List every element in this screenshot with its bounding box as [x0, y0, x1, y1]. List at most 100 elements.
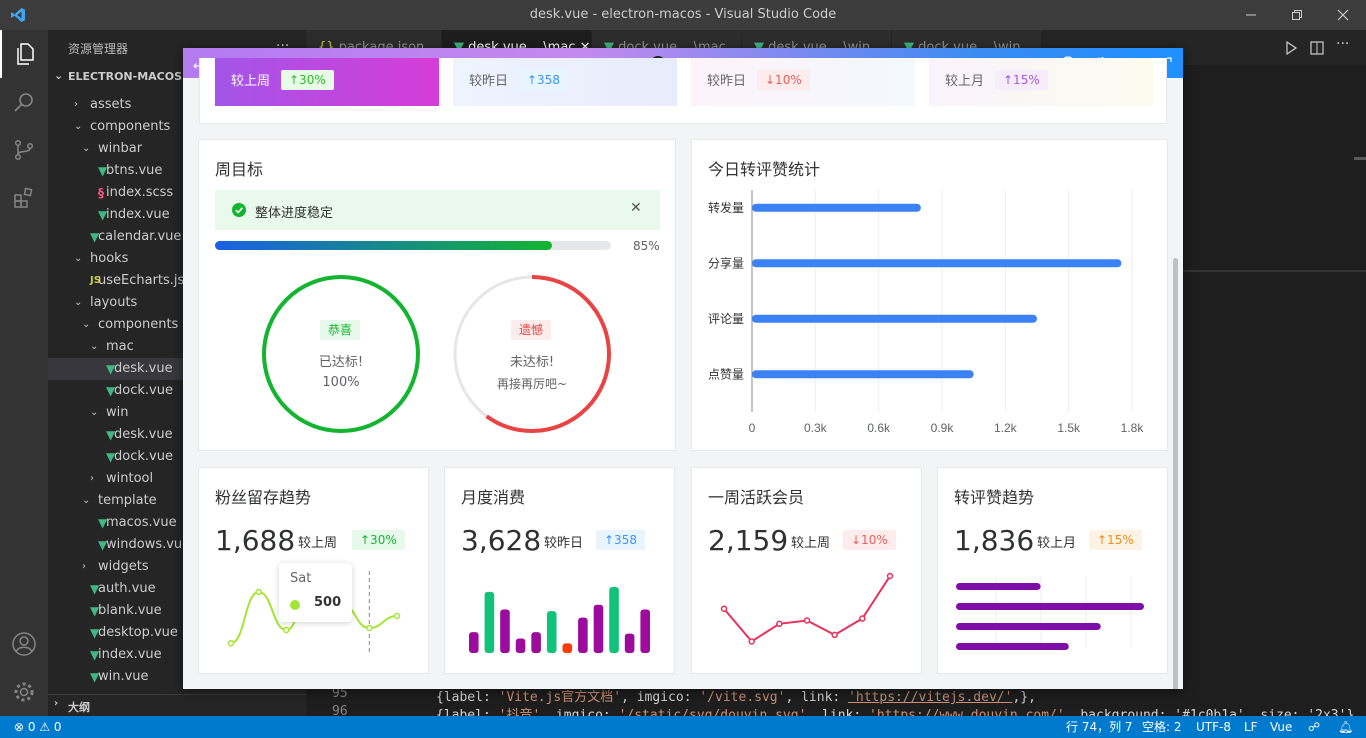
content-scrollbar[interactable] [1173, 258, 1178, 689]
chevron-right-icon: › [90, 473, 94, 484]
tree-file[interactable]: ▼ btns.vue [48, 160, 306, 182]
tree-file[interactable]: JS useEcharts.js [48, 270, 306, 292]
bar [531, 632, 541, 653]
fans-card: 粉丝留存趋势 1,688 较上周 ↑30% Sat 500 [198, 467, 429, 674]
bar [515, 638, 526, 653]
tree-folder[interactable]: ⌄ components [48, 314, 306, 336]
ring-subtext: 再接再厉吧~ [496, 377, 568, 391]
tree-file[interactable]: ▼ dock.vue [48, 446, 306, 468]
tree-folder[interactable]: › wintool [48, 468, 306, 490]
tree-label: auth.vue [98, 581, 156, 596]
tree-folder[interactable]: ⌄ components [48, 116, 306, 138]
data-point [803, 617, 811, 624]
tree-file[interactable]: ▼ index.vue [48, 644, 306, 666]
tree-file[interactable]: ▼ auth.vue [48, 578, 306, 600]
goal-ring-fail [453, 275, 611, 433]
data-point [366, 624, 373, 632]
project-root[interactable]: ⌄ ELECTRON-MACOS [48, 66, 306, 88]
active-line-chart [720, 572, 894, 645]
outline-label: 大纲 [68, 701, 90, 714]
tree-folder[interactable]: › assets [48, 94, 306, 116]
tree-label: dock.vue [114, 449, 173, 464]
line-number: 96 [332, 704, 348, 719]
bar [500, 609, 510, 653]
tree-file[interactable]: ▼ dock.vue [48, 380, 306, 402]
bar [562, 643, 573, 653]
monthly-card: 月度消费 3,628 较昨日 ↑358 [444, 467, 675, 674]
extensions-activity[interactable] [0, 174, 48, 222]
minimize-button[interactable] [1228, 0, 1274, 30]
outline-section[interactable]: › 大纲 [48, 694, 306, 716]
alert-close-icon[interactable]: ✕ [630, 200, 642, 216]
y-category-label: 分享量 [708, 255, 744, 270]
tree-label: btns.vue [106, 163, 163, 178]
tree-file[interactable]: ▼ calendar.vue [48, 226, 306, 248]
stat-compare: 较上月 [1037, 536, 1077, 551]
tooltip-value: 500 [314, 595, 342, 610]
manage-activity[interactable] [0, 668, 48, 716]
bar [624, 633, 635, 653]
tree-file[interactable]: ▼ macos.vue [48, 512, 306, 534]
tree-folder[interactable]: ⌄ mac [48, 336, 306, 358]
vue-file-icon: ▼ [90, 230, 100, 244]
window-title: desk.vue - electron-macos - Visual Studi… [529, 7, 837, 22]
code-line[interactable]: {label: 'Vite.js官方文档', imgico: '/vite.sv… [436, 690, 1036, 705]
title-bar: desk.vue - electron-macos - Visual Studi… [0, 0, 1366, 30]
card-title: 一周活跃会员 [708, 488, 805, 507]
tree-label: windows.vue [106, 537, 191, 552]
language-status[interactable]: Vue [1270, 720, 1293, 734]
tree-folder[interactable]: › widgets [48, 556, 306, 578]
eol-status[interactable]: LF [1244, 720, 1258, 734]
explorer-activity[interactable] [0, 30, 48, 78]
tree-label: macos.vue [106, 515, 177, 530]
tree-file[interactable]: ▼ desk.vue [48, 424, 306, 446]
tree-file[interactable]: ▼ win.vue [48, 666, 306, 688]
split-editor-icon[interactable] [1310, 40, 1324, 59]
bar [609, 587, 619, 653]
tree-file[interactable]: ▼ windows.vue [48, 534, 306, 556]
tree-file[interactable]: ▼ index.vue [48, 204, 306, 226]
problems-status[interactable]: ⊗ 0 ⚠ 0 [14, 720, 62, 734]
extensions-icon [14, 187, 33, 208]
tree-label: hooks [90, 251, 129, 266]
indentation-status[interactable]: 空格: 2 [1142, 720, 1182, 734]
tooltip-marker [290, 600, 300, 610]
progress-fill [215, 241, 552, 250]
more-icon[interactable]: ··· [1336, 36, 1350, 52]
search-activity[interactable] [0, 78, 48, 126]
tree-label: mac [106, 339, 134, 354]
activity-bar [0, 30, 48, 716]
tree-folder[interactable]: ⌄ hooks [48, 248, 306, 270]
cursor-position[interactable]: 行 74，列 7 [1066, 720, 1133, 734]
trend-bar-chart [956, 576, 1144, 650]
vue-file-icon: ▼ [98, 208, 108, 222]
tab-close-icon[interactable]: ✕ [580, 40, 591, 55]
tree-label: win [106, 405, 129, 420]
chevron-down-icon: ⌄ [54, 69, 64, 82]
tree-file[interactable]: ▼ blank.vue [48, 600, 306, 622]
tree-folder[interactable]: ⌄ win [48, 402, 306, 424]
stat-compare: 较上周 [298, 536, 338, 551]
stat-badge: ↓10% [843, 530, 896, 550]
tree-folder[interactable]: ⌄ layouts [48, 292, 306, 314]
encoding-status[interactable]: UTF-8 [1196, 720, 1231, 734]
tree-label: useEcharts.js [98, 273, 185, 288]
feedback-icon[interactable]: ☍ [1308, 720, 1321, 734]
bar [752, 203, 921, 212]
tree-label: desk.vue [114, 427, 173, 442]
run-icon[interactable] [1284, 40, 1298, 59]
tree-folder[interactable]: ⌄ winbar [48, 138, 306, 160]
tree-folder[interactable]: ⌄ template [48, 490, 306, 512]
vue-file-icon: ▼ [106, 428, 116, 442]
summary-badge: ↑358 [519, 70, 568, 90]
source-control-activity[interactable] [0, 126, 48, 174]
bar [593, 604, 604, 653]
bell-icon[interactable]: 🔔︎ [1338, 720, 1354, 734]
close-button[interactable] [1320, 0, 1366, 30]
tree-file[interactable]: § index.scss [48, 182, 306, 204]
tree-file[interactable]: ▼ desktop.vue [48, 622, 306, 644]
accounts-activity[interactable] [0, 620, 48, 668]
restore-button[interactable] [1274, 0, 1320, 30]
stat-badge: ↑15% [1089, 530, 1142, 550]
